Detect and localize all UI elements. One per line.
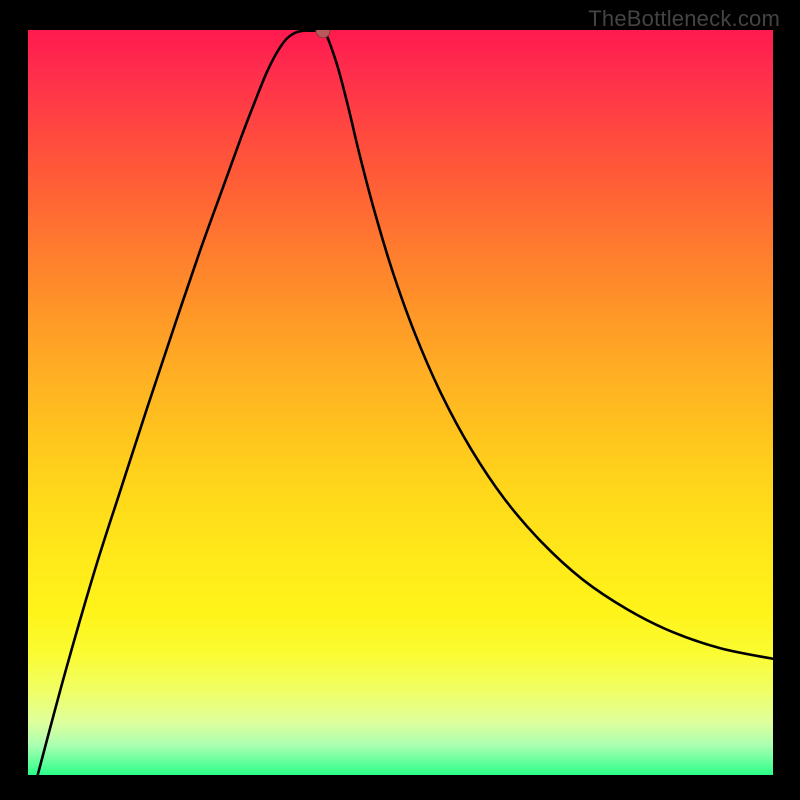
bottleneck-curve (38, 30, 773, 775)
plot-area (28, 30, 773, 775)
chart-curve-svg (28, 30, 773, 775)
watermark-text: TheBottleneck.com (588, 6, 780, 32)
